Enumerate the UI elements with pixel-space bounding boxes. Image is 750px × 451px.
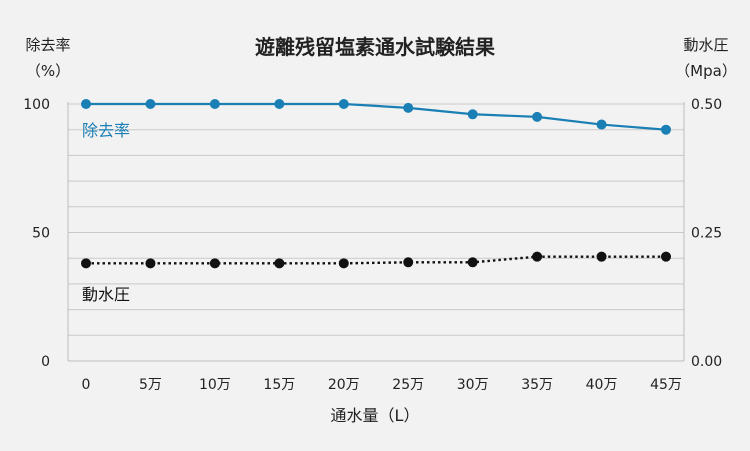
right-axis-label-line2: （Mpa） — [675, 62, 737, 80]
data-point — [403, 257, 414, 268]
x-tick-label: 0 — [82, 377, 91, 393]
gridlines — [68, 103, 684, 336]
data-point — [661, 251, 671, 262]
x-tick-label: 15万 — [263, 377, 295, 393]
series-label-water-pressure: 動水圧 — [82, 285, 130, 304]
data-point — [145, 258, 156, 269]
right-axis-label-line1: 動水圧 — [683, 36, 728, 54]
series-line — [86, 102, 667, 131]
data-point — [209, 99, 220, 109]
left-axis-label-line2: （%） — [26, 62, 70, 80]
left-tick-label: 50 — [32, 226, 50, 242]
data-point — [209, 258, 220, 269]
x-axis-label: 通水量（L） — [331, 406, 420, 425]
series — [81, 99, 671, 269]
right-tick-label: 0.00 — [691, 354, 722, 370]
data-point — [467, 109, 478, 120]
x-tick-label: 5万 — [139, 377, 162, 393]
data-point — [338, 258, 349, 269]
series-label-removal-rate: 除去率 — [82, 121, 130, 140]
right-tick-label: 0.25 — [691, 226, 722, 242]
x-tick-label: 35万 — [521, 377, 553, 393]
axes — [67, 102, 685, 362]
data-point — [81, 99, 91, 109]
left-axis-label-line1: 除去率 — [25, 36, 70, 54]
tick-labels: 0 50 100 0.00 0.25 0.50 0 5万 10万 15万 20万 25万 30万 35万 4… — [23, 97, 722, 393]
data-point — [532, 251, 543, 262]
chart-title: 遊離残留塩素通水試験結果 — [255, 35, 495, 59]
data-point — [661, 124, 671, 135]
left-tick-label: 0 — [41, 354, 50, 370]
left-tick-label: 100 — [23, 97, 50, 113]
data-point — [467, 257, 478, 268]
x-tick-label: 45万 — [650, 377, 682, 393]
x-tick-label: 25万 — [392, 377, 424, 393]
data-point — [81, 258, 91, 269]
data-point — [596, 119, 607, 130]
x-tick-label: 20万 — [328, 377, 360, 393]
data-point — [532, 111, 543, 122]
data-point — [596, 251, 607, 262]
x-tick-label: 10万 — [199, 377, 231, 393]
x-tick-label: 30万 — [457, 377, 489, 393]
x-tick-label: 40万 — [586, 377, 618, 393]
data-point — [145, 99, 156, 109]
right-tick-label: 0.50 — [691, 97, 722, 113]
data-point — [338, 99, 349, 109]
data-point — [274, 258, 285, 269]
data-point — [403, 102, 414, 113]
data-point — [274, 99, 285, 109]
